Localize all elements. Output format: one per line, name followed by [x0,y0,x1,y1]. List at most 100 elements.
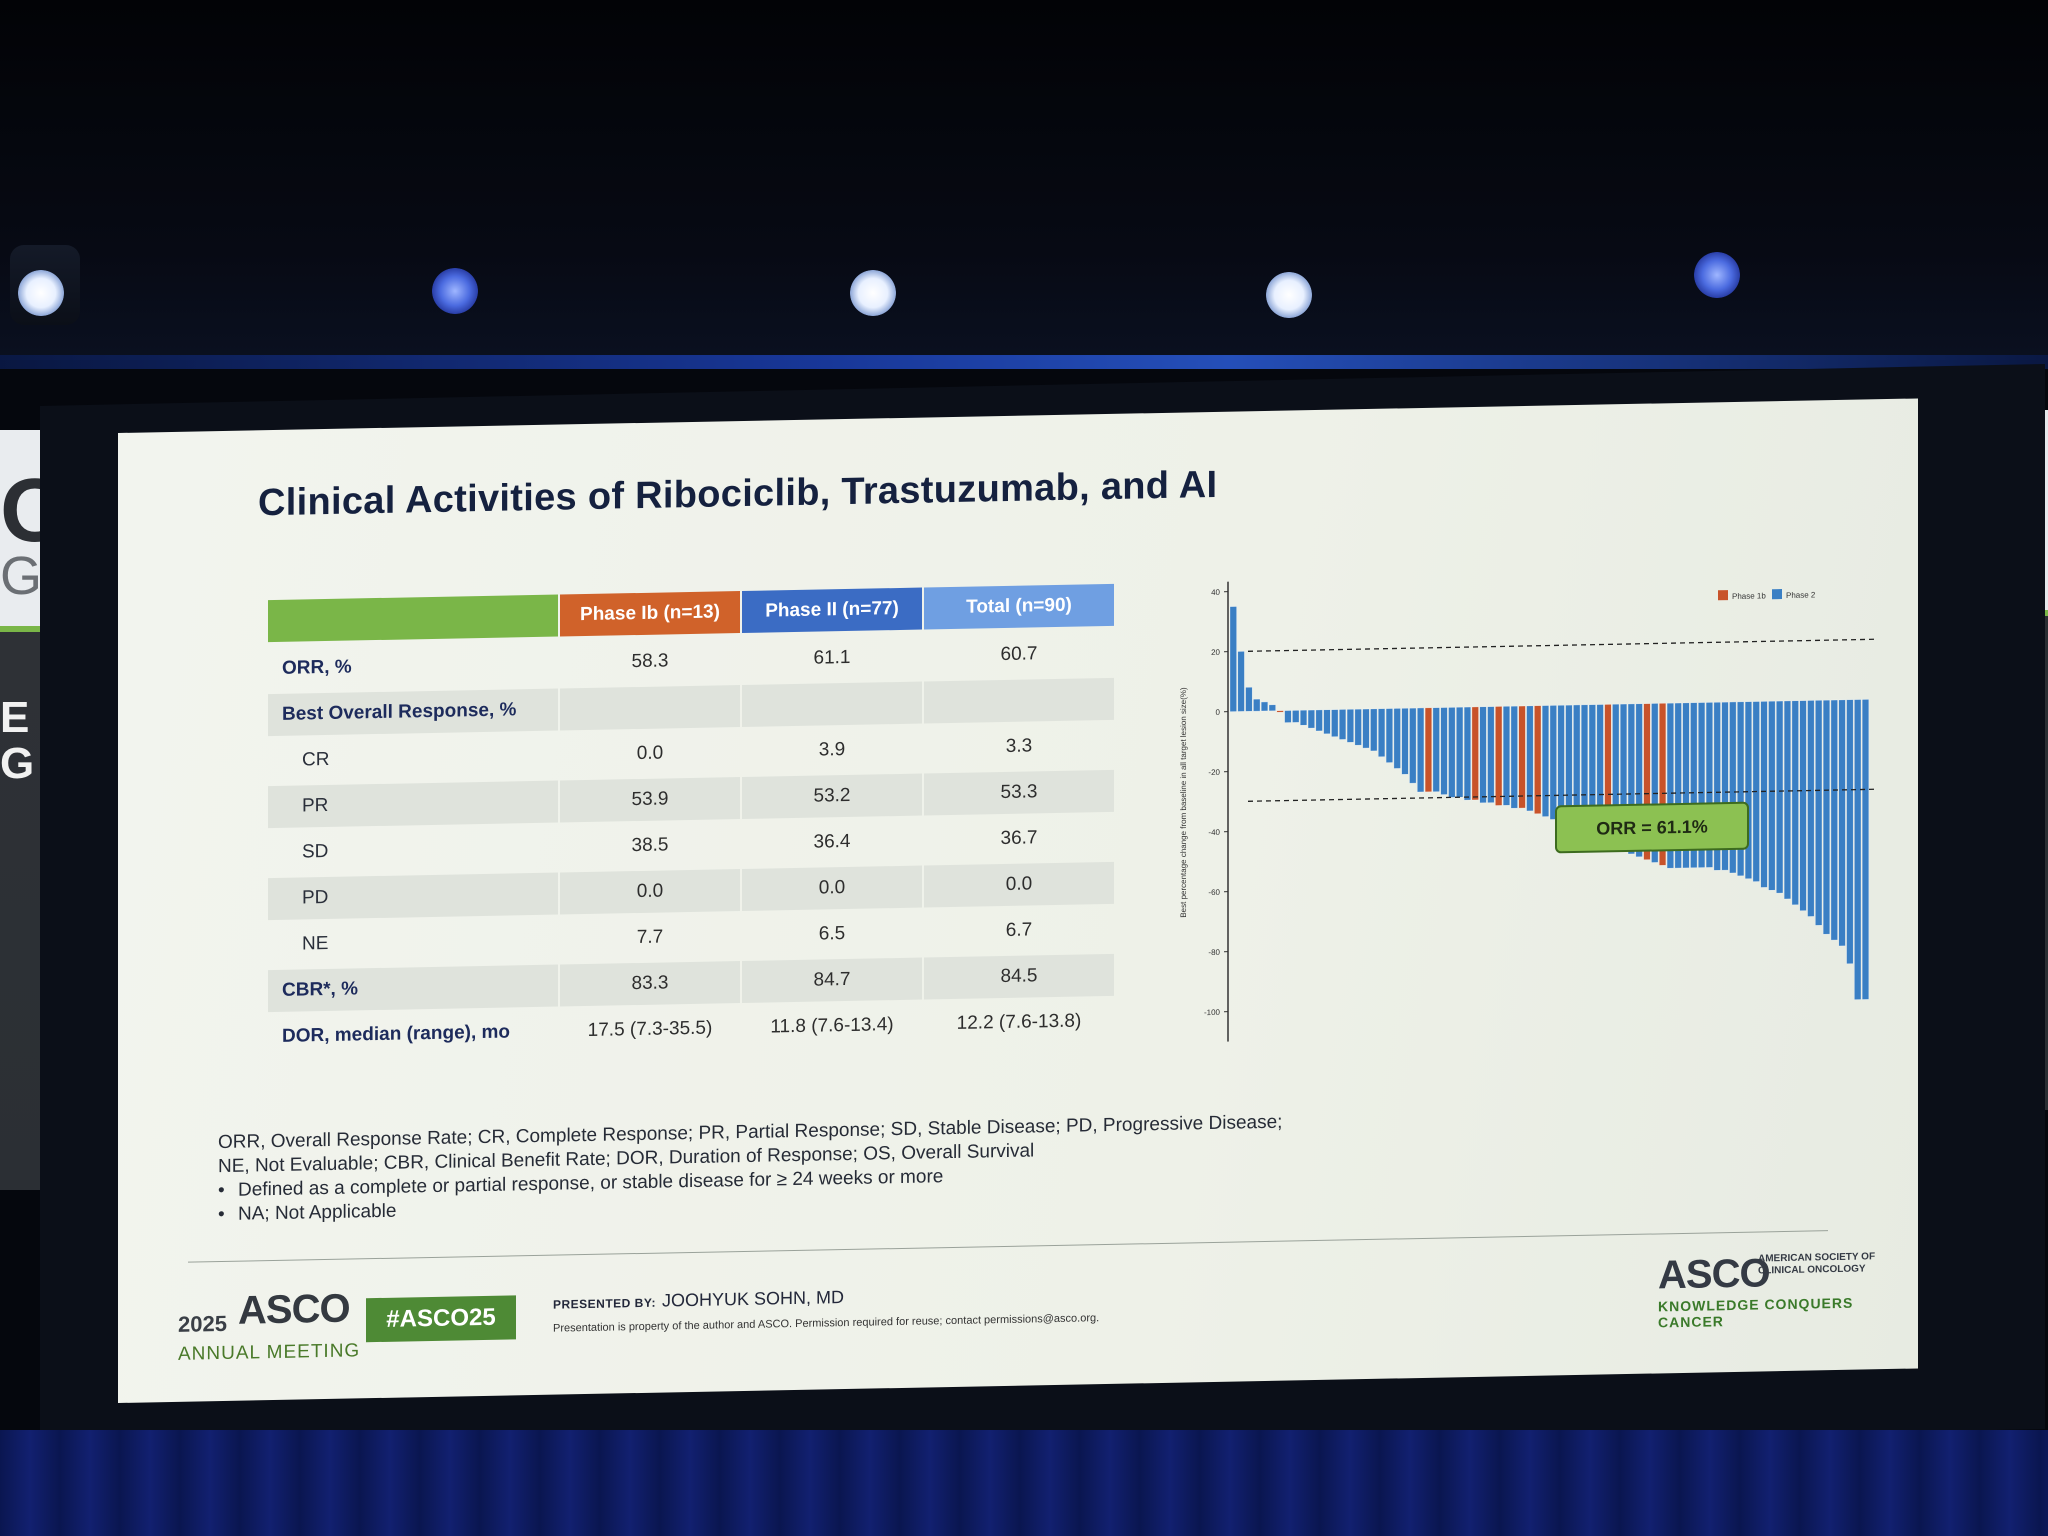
table-cell: 6.7 [1005,919,1033,941]
waterfall-bar [1448,707,1456,798]
table-header-cell: Total (n=90) [924,583,1114,630]
waterfall-bar [1245,687,1253,712]
waterfall-bar [1378,708,1386,757]
table-header-cell: Phase II (n=77) [742,587,922,634]
waterfall-bar [1362,708,1370,749]
table-cell: 0.0 [636,742,664,765]
waterfall-bar [1783,700,1791,900]
row-label: PR [268,780,558,829]
table-cell: 61.1 [813,646,851,669]
waterfall-bar [1799,700,1807,911]
table-cell: 84.5 [924,953,1114,1000]
property-notice: Presentation is property of the author a… [553,1312,1100,1335]
table-cell: 0.0 [560,869,740,915]
y-tick-label: 0 [1216,708,1221,717]
waterfall-bar [1487,706,1495,803]
table-header-cell: Phase Ib (n=13) [560,591,740,637]
y-tick-label: 40 [1211,588,1220,597]
waterfall-bar [1768,701,1776,891]
waterfall-bar [1315,709,1323,732]
presentation-slide: Clinical Activities of Ribociclib, Trast… [118,398,1918,1403]
table-cell: 58.3 [631,650,669,673]
waterfall-bar [1424,707,1432,793]
waterfall-bar [1393,708,1401,769]
table-cell: 17.5 (7.3-35.5) [587,1017,713,1041]
presenter-line: PRESENTED BY: JOOHYUK SOHN, MD [553,1287,844,1314]
waterfall-bar [1346,709,1354,743]
waterfall-bar [1846,699,1854,964]
legend-label: Phase 1b [1732,591,1766,601]
legend-swatch-phase-1b [1718,590,1728,601]
row-label: PD [268,872,558,921]
waterfall-bar [1744,701,1752,879]
y-tick-label: -80 [1208,948,1220,957]
meeting-year: 2025 [178,1310,227,1337]
waterfall-bar [1292,710,1300,723]
orr-annotation: ORR = 61.1% [1555,801,1749,854]
stage-curtain [0,1430,2048,1536]
footer-divider [188,1230,1828,1263]
waterfall-bar [1385,708,1393,763]
table-cell: 53.9 [560,777,740,823]
table-cell: 60.7 [1000,643,1038,666]
reference-line [1248,638,1878,652]
waterfall-bar [1331,709,1339,737]
table-cell: 6.5 [818,923,846,945]
waterfall-bar [1229,606,1237,712]
waterfall-bar [1503,706,1510,806]
waterfall-bar [1471,706,1479,801]
results-table: Phase Ib (n=13) Phase II (n=77) Total (n… [268,583,1128,1047]
y-tick-label: -40 [1208,828,1220,837]
table-cell: 36.7 [1000,827,1038,850]
y-axis-label: Best percentage change from baseline in … [1179,687,1188,918]
table-cell: 38.5 [631,834,669,857]
waterfall-bar [1300,710,1307,726]
legend-swatch-phase-2 [1772,589,1782,600]
waterfall-bar [1862,699,1869,1000]
table-cell: 11.8 (7.6-13.4) [770,1014,894,1038]
waterfall-bar [1549,705,1557,820]
table-cell: 3.3 [1005,735,1033,757]
table-cell: 53.3 [924,769,1114,816]
asco-right-logo: ASCO [1658,1251,1770,1298]
row-label: ORR, % [282,656,352,679]
table-cell: 83.3 [560,961,740,1007]
asco-logo: ASCO [238,1286,350,1333]
asco-organization-name: AMERICAN SOCIETY OF CLINICAL ONCOLOGY [1758,1251,1876,1277]
waterfall-bar [1838,699,1846,947]
waterfall-bar [1432,707,1440,792]
waterfall-bar [1542,705,1549,817]
reference-line [1248,788,1878,802]
y-tick-label: -60 [1208,888,1220,897]
waterfall-bar [1261,701,1268,712]
banner-letter: G [0,546,43,606]
table-cell [742,681,922,728]
table-cell: 3.9 [818,739,846,761]
row-label: CR [302,748,330,771]
stage-light [850,270,896,316]
waterfall-bar [1370,708,1378,752]
table-header-cell [268,594,558,643]
waterfall-bar [1456,707,1464,798]
table-cell [560,685,740,731]
waterfall-bar [1276,710,1284,713]
waterfall-bar [1354,708,1362,746]
row-label: CBR*, % [268,964,558,1013]
table-cell: 0.0 [924,861,1114,908]
y-tick-label: -20 [1208,768,1220,777]
table-cell: 0.0 [742,865,922,912]
waterfall-bar [1253,698,1261,712]
table-cell: 84.7 [742,957,922,1004]
stage-light [432,268,478,314]
waterfall-bar [1776,700,1784,894]
waterfall-bar [1463,706,1471,801]
legend-label: Phase 2 [1786,590,1816,600]
table-cell: 36.4 [813,830,851,853]
stage-light [1694,252,1740,298]
slide-title: Clinical Activities of Ribociclib, Trast… [258,463,1218,525]
asco-tagline: KNOWLEDGE CONQUERS CANCER [1658,1294,1854,1331]
waterfall-bar [1518,705,1526,809]
waterfall-bar [1440,707,1448,795]
waterfall-bar [1495,706,1503,806]
